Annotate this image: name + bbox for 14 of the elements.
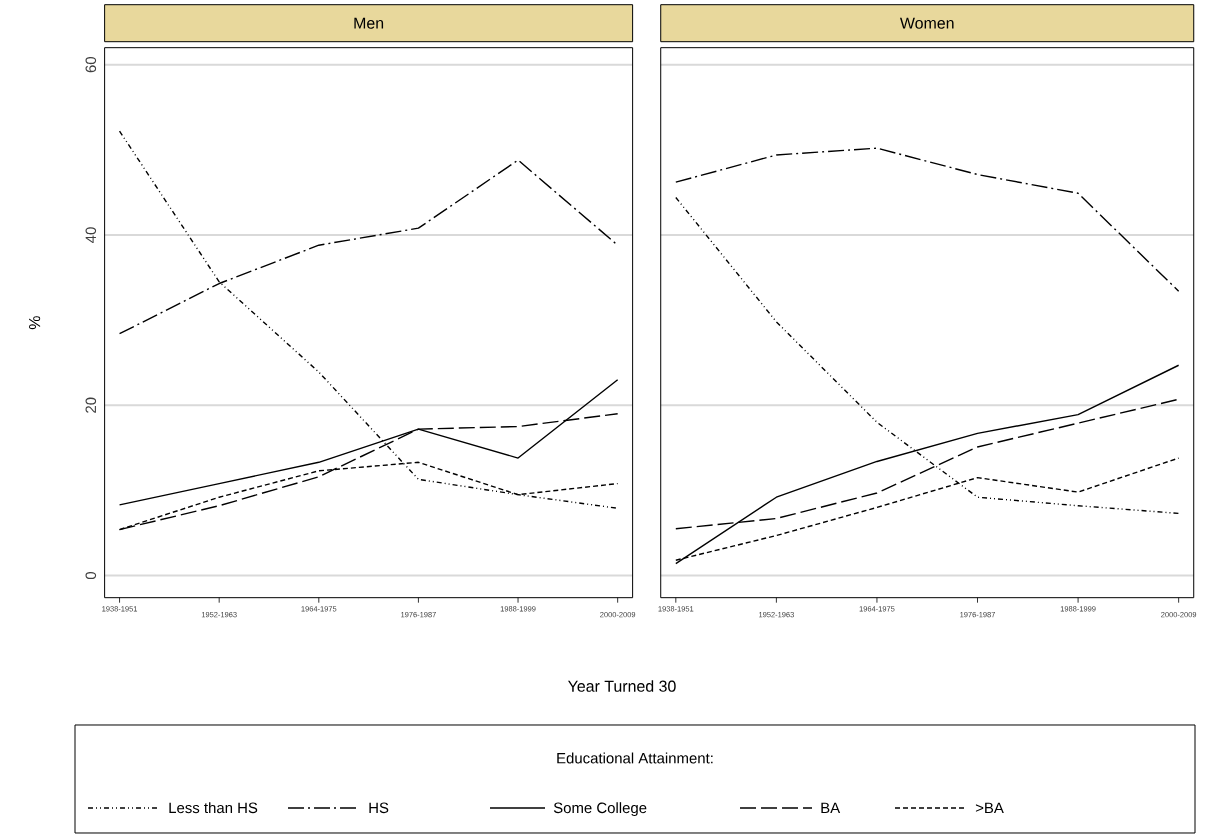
y-axis-title: % xyxy=(29,316,41,330)
y-tick-label: 40 xyxy=(85,227,97,243)
y-tick-label: 20 xyxy=(85,397,97,413)
legend-label: BA xyxy=(821,802,841,813)
chart-title: Men xyxy=(354,17,384,29)
legend-label: Less than HS xyxy=(169,802,258,814)
legend-label: >BA xyxy=(975,802,1004,813)
legend-label: HS xyxy=(369,802,389,814)
chart-title: Women xyxy=(899,17,954,29)
legend-label: Some College xyxy=(553,802,647,817)
legend-title: Educational Attainment: xyxy=(557,752,713,764)
x-axis-title: Year Turned 30 xyxy=(567,680,676,692)
y-tick-label: 0 xyxy=(85,571,97,580)
y-tick-label: 60 xyxy=(85,56,97,73)
